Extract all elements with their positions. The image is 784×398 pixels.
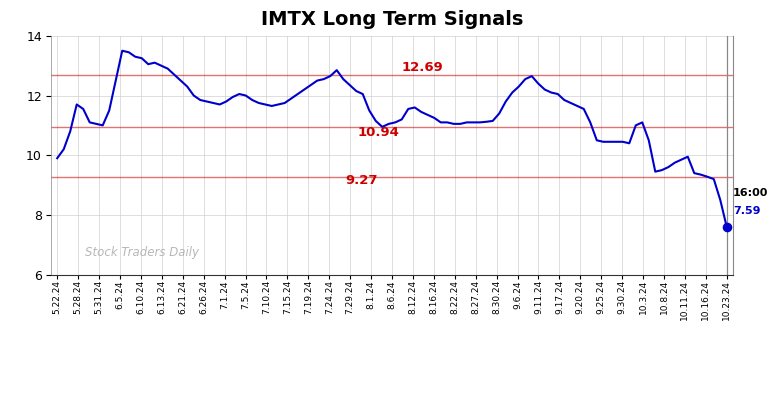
Text: 9.27: 9.27 <box>345 174 378 187</box>
Text: Stock Traders Daily: Stock Traders Daily <box>85 246 199 259</box>
Text: 10.94: 10.94 <box>358 125 400 139</box>
Point <box>720 224 733 230</box>
Text: 12.69: 12.69 <box>401 61 443 74</box>
Text: 7.59: 7.59 <box>733 206 760 216</box>
Text: 16:00: 16:00 <box>733 188 768 198</box>
Title: IMTX Long Term Signals: IMTX Long Term Signals <box>261 10 523 29</box>
